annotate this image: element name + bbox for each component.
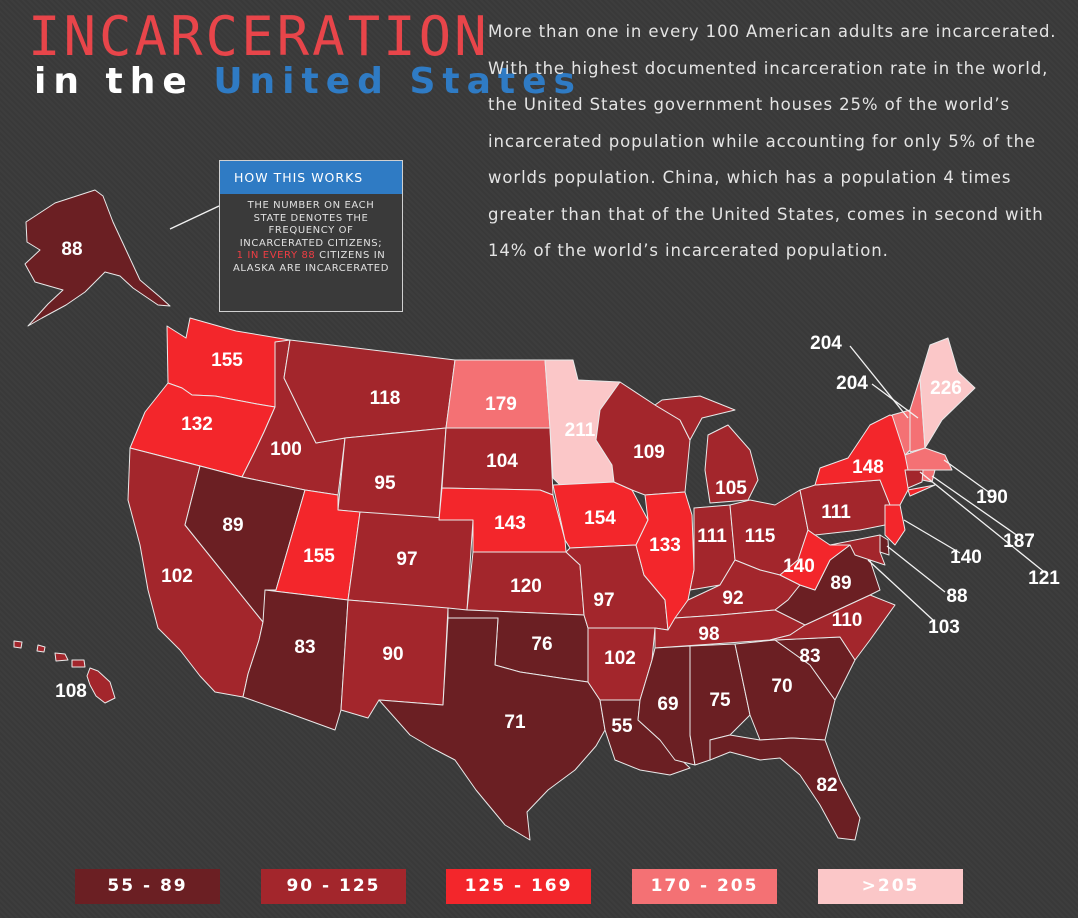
- label-OR: 132: [181, 414, 213, 435]
- label-OH: 115: [745, 526, 776, 547]
- label-ID: 100: [270, 439, 302, 460]
- state-MD[interactable]: [829, 534, 886, 566]
- label-NH: 204: [836, 373, 868, 394]
- title-line-1: INCARCERATION: [28, 5, 490, 68]
- label-IA: 154: [584, 508, 616, 529]
- label-leader-lines: [849, 345, 1044, 621]
- how-highlight-text: 1 IN EVERY 88: [236, 250, 316, 261]
- state-MI[interactable]: [654, 395, 759, 504]
- state-NC[interactable]: [769, 594, 896, 661]
- label-AR: 102: [604, 648, 636, 669]
- state-HI[interactable]: [13, 640, 116, 704]
- label-WY: 95: [374, 473, 396, 494]
- label-MN: 211: [565, 420, 596, 441]
- label-VA: 89: [830, 573, 851, 594]
- how-this-works-body: THE NUMBER ON EACH STATE DENOTES THE FRE…: [220, 194, 402, 275]
- title-line-2: in the United States: [34, 64, 582, 100]
- state-labels: 88 108 155 132 102 100 89 118 95 155 83 …: [55, 239, 1060, 796]
- label-NC: 110: [832, 610, 863, 631]
- label-LA: 55: [611, 716, 633, 737]
- label-AL: 75: [709, 690, 731, 711]
- label-NJ: 140: [950, 547, 982, 568]
- state-NJ[interactable]: [884, 504, 906, 546]
- label-OK: 76: [531, 634, 552, 655]
- label-WI: 109: [633, 442, 665, 463]
- label-NE: 143: [494, 513, 526, 534]
- states-layer: [13, 189, 976, 841]
- label-RI: 187: [1003, 531, 1035, 552]
- how-body-text: THE NUMBER ON EACH STATE DENOTES THE FRE…: [239, 200, 383, 249]
- title-prefix: in the: [34, 61, 194, 102]
- label-CT: 121: [1028, 568, 1060, 589]
- state-FL[interactable]: [709, 734, 861, 841]
- label-DE: 88: [946, 586, 967, 607]
- label-IN: 111: [697, 526, 727, 547]
- label-MO: 97: [593, 590, 614, 611]
- label-WA: 155: [211, 350, 243, 371]
- label-AZ: 83: [294, 637, 315, 658]
- state-AK[interactable]: [24, 189, 171, 327]
- label-MD: 103: [928, 617, 960, 638]
- label-ME: 226: [930, 378, 962, 399]
- how-tail-text: CITIZENS IN ALASKA ARE INCARCERATED: [232, 250, 390, 274]
- label-AK: 88: [61, 239, 82, 260]
- label-KY: 92: [722, 588, 743, 609]
- intro-paragraph: More than one in every 100 American adul…: [488, 22, 1057, 260]
- state-ME[interactable]: [919, 337, 976, 449]
- label-KS: 120: [510, 576, 542, 597]
- state-CT[interactable]: [904, 469, 924, 489]
- label-UT: 155: [303, 546, 335, 567]
- legend-item: 125 - 169: [446, 869, 591, 904]
- label-MA: 190: [976, 487, 1008, 508]
- label-NM: 90: [382, 644, 403, 665]
- label-VT: 204: [810, 333, 842, 354]
- label-SC: 83: [799, 646, 820, 667]
- label-NV: 89: [222, 515, 243, 536]
- label-TX: 71: [504, 712, 526, 733]
- label-MS: 69: [657, 694, 678, 715]
- label-GA: 70: [771, 676, 792, 697]
- label-NY: 148: [852, 457, 884, 478]
- info-leader-line: [169, 205, 220, 230]
- label-MI: 105: [715, 478, 747, 499]
- label-TN: 98: [698, 624, 719, 645]
- label-CO: 97: [396, 549, 417, 570]
- legend-item: 55 - 89: [75, 869, 220, 904]
- label-MT: 118: [370, 388, 401, 409]
- label-SD: 104: [486, 451, 518, 472]
- label-ND: 179: [485, 394, 517, 415]
- label-IL: 133: [649, 535, 681, 556]
- how-this-works-box: HOW THIS WORKS THE NUMBER ON EACH STATE …: [219, 160, 403, 312]
- title-highlight: United States: [213, 61, 582, 102]
- how-this-works-header: HOW THIS WORKS: [220, 161, 402, 194]
- state-TX[interactable]: [378, 617, 606, 841]
- label-PA: 111: [821, 502, 851, 523]
- label-WV: 140: [783, 556, 815, 577]
- legend-item: 90 - 125: [261, 869, 406, 904]
- label-CA: 102: [161, 566, 193, 587]
- legend-item: >205: [818, 869, 963, 904]
- legend-item: 170 - 205: [632, 869, 777, 904]
- label-HI: 108: [55, 681, 87, 702]
- label-FL: 82: [816, 775, 837, 796]
